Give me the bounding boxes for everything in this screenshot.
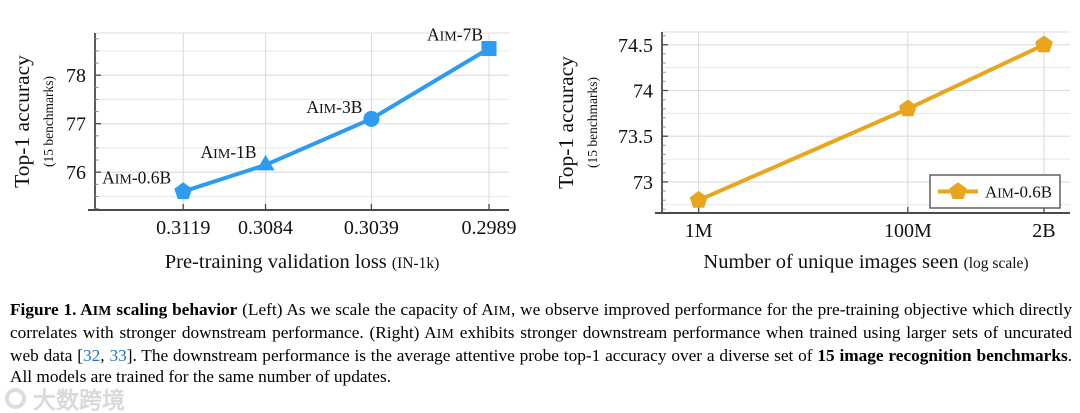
x-tick-label: 100M — [884, 220, 932, 242]
data-point-aim-0.6b — [898, 99, 917, 117]
point-label: AIM-3B — [306, 97, 362, 117]
caption-segment: , — [100, 345, 110, 365]
y-tick-label: 73.5 — [618, 126, 653, 148]
caption-segment: Figure 1. — [10, 300, 81, 319]
x-tick-label: 0.3084 — [238, 217, 293, 239]
x-axis-label: Pre-training validation loss (IN-1k) — [165, 251, 440, 273]
data-point-aim-3b — [363, 110, 380, 127]
citation-link[interactable]: 33 — [109, 345, 127, 365]
y-tick-label: 78 — [66, 65, 86, 87]
data-point-aim-0.6b — [174, 182, 193, 200]
caption-segment: AIM — [481, 300, 511, 319]
point-label: AIM-7B — [427, 25, 483, 45]
caption-segment: 15 image recognition benchmarks — [817, 345, 1068, 365]
point-label: AIM-1B — [201, 142, 257, 162]
x-tick-label: 2B — [1032, 220, 1055, 242]
x-tick-label: 0.3119 — [156, 217, 210, 239]
legend-label: AIM-0.6B — [985, 183, 1052, 202]
data-point-aim-1b — [256, 154, 275, 171]
data-point-aim-0.6b — [1035, 35, 1053, 53]
y-axis-label: Top-1 accuracy — [10, 55, 34, 188]
citation-link[interactable]: 32 — [83, 345, 101, 365]
watermark: 大数跨境 — [5, 381, 125, 413]
y-axis-sublabel: (15 benchmarks) — [41, 76, 56, 167]
data-point-aim-0.6b — [689, 190, 708, 208]
point-label: AIM-0.6B — [102, 168, 171, 188]
y-tick-label: 74.5 — [618, 35, 653, 57]
caption-segment: (Left) As we scale the capacity of — [237, 300, 482, 319]
y-tick-label: 76 — [66, 162, 86, 184]
legend-marker — [949, 182, 967, 200]
series-line — [181, 46, 492, 194]
data-point-aim-7b — [481, 41, 497, 57]
y-tick-label: 77 — [66, 114, 86, 136]
x-tick-label: 0.2989 — [462, 217, 517, 239]
x-axis-label: Number of unique images seen (log scale) — [703, 251, 1028, 273]
y-axis-label: Top-1 accuracy — [554, 56, 578, 189]
watermark-logo-icon — [5, 387, 26, 409]
caption-segment: scaling behavior — [111, 300, 238, 319]
watermark-text: 大数跨境 — [33, 388, 125, 413]
caption-segment: . All models are trained for the same nu… — [10, 345, 1073, 387]
caption-segment: AIM — [424, 322, 455, 342]
x-tick-label: 0.3039 — [344, 217, 399, 239]
figure-caption: Figure 1. AIM scaling behavior (Left) As… — [10, 299, 1072, 388]
caption-segment: ]. The downstream performance is the ave… — [126, 345, 818, 365]
caption-segment: , we observe improved performance for th… — [10, 300, 1072, 342]
y-tick-label: 73 — [633, 172, 653, 194]
y-tick-label: 74 — [633, 81, 653, 103]
left-chart-capacity-scaling: 76 77 78 0.3119 0.3084 0.3039 0.2989 Pre-traini… — [10, 25, 517, 273]
caption-segment: AIM — [80, 300, 112, 319]
y-axis-sublabel: (15 benchmarks) — [585, 77, 600, 168]
x-tick-label: 1M — [685, 220, 713, 242]
caption-segment: exhibits stronger downstream performance… — [10, 322, 1072, 365]
